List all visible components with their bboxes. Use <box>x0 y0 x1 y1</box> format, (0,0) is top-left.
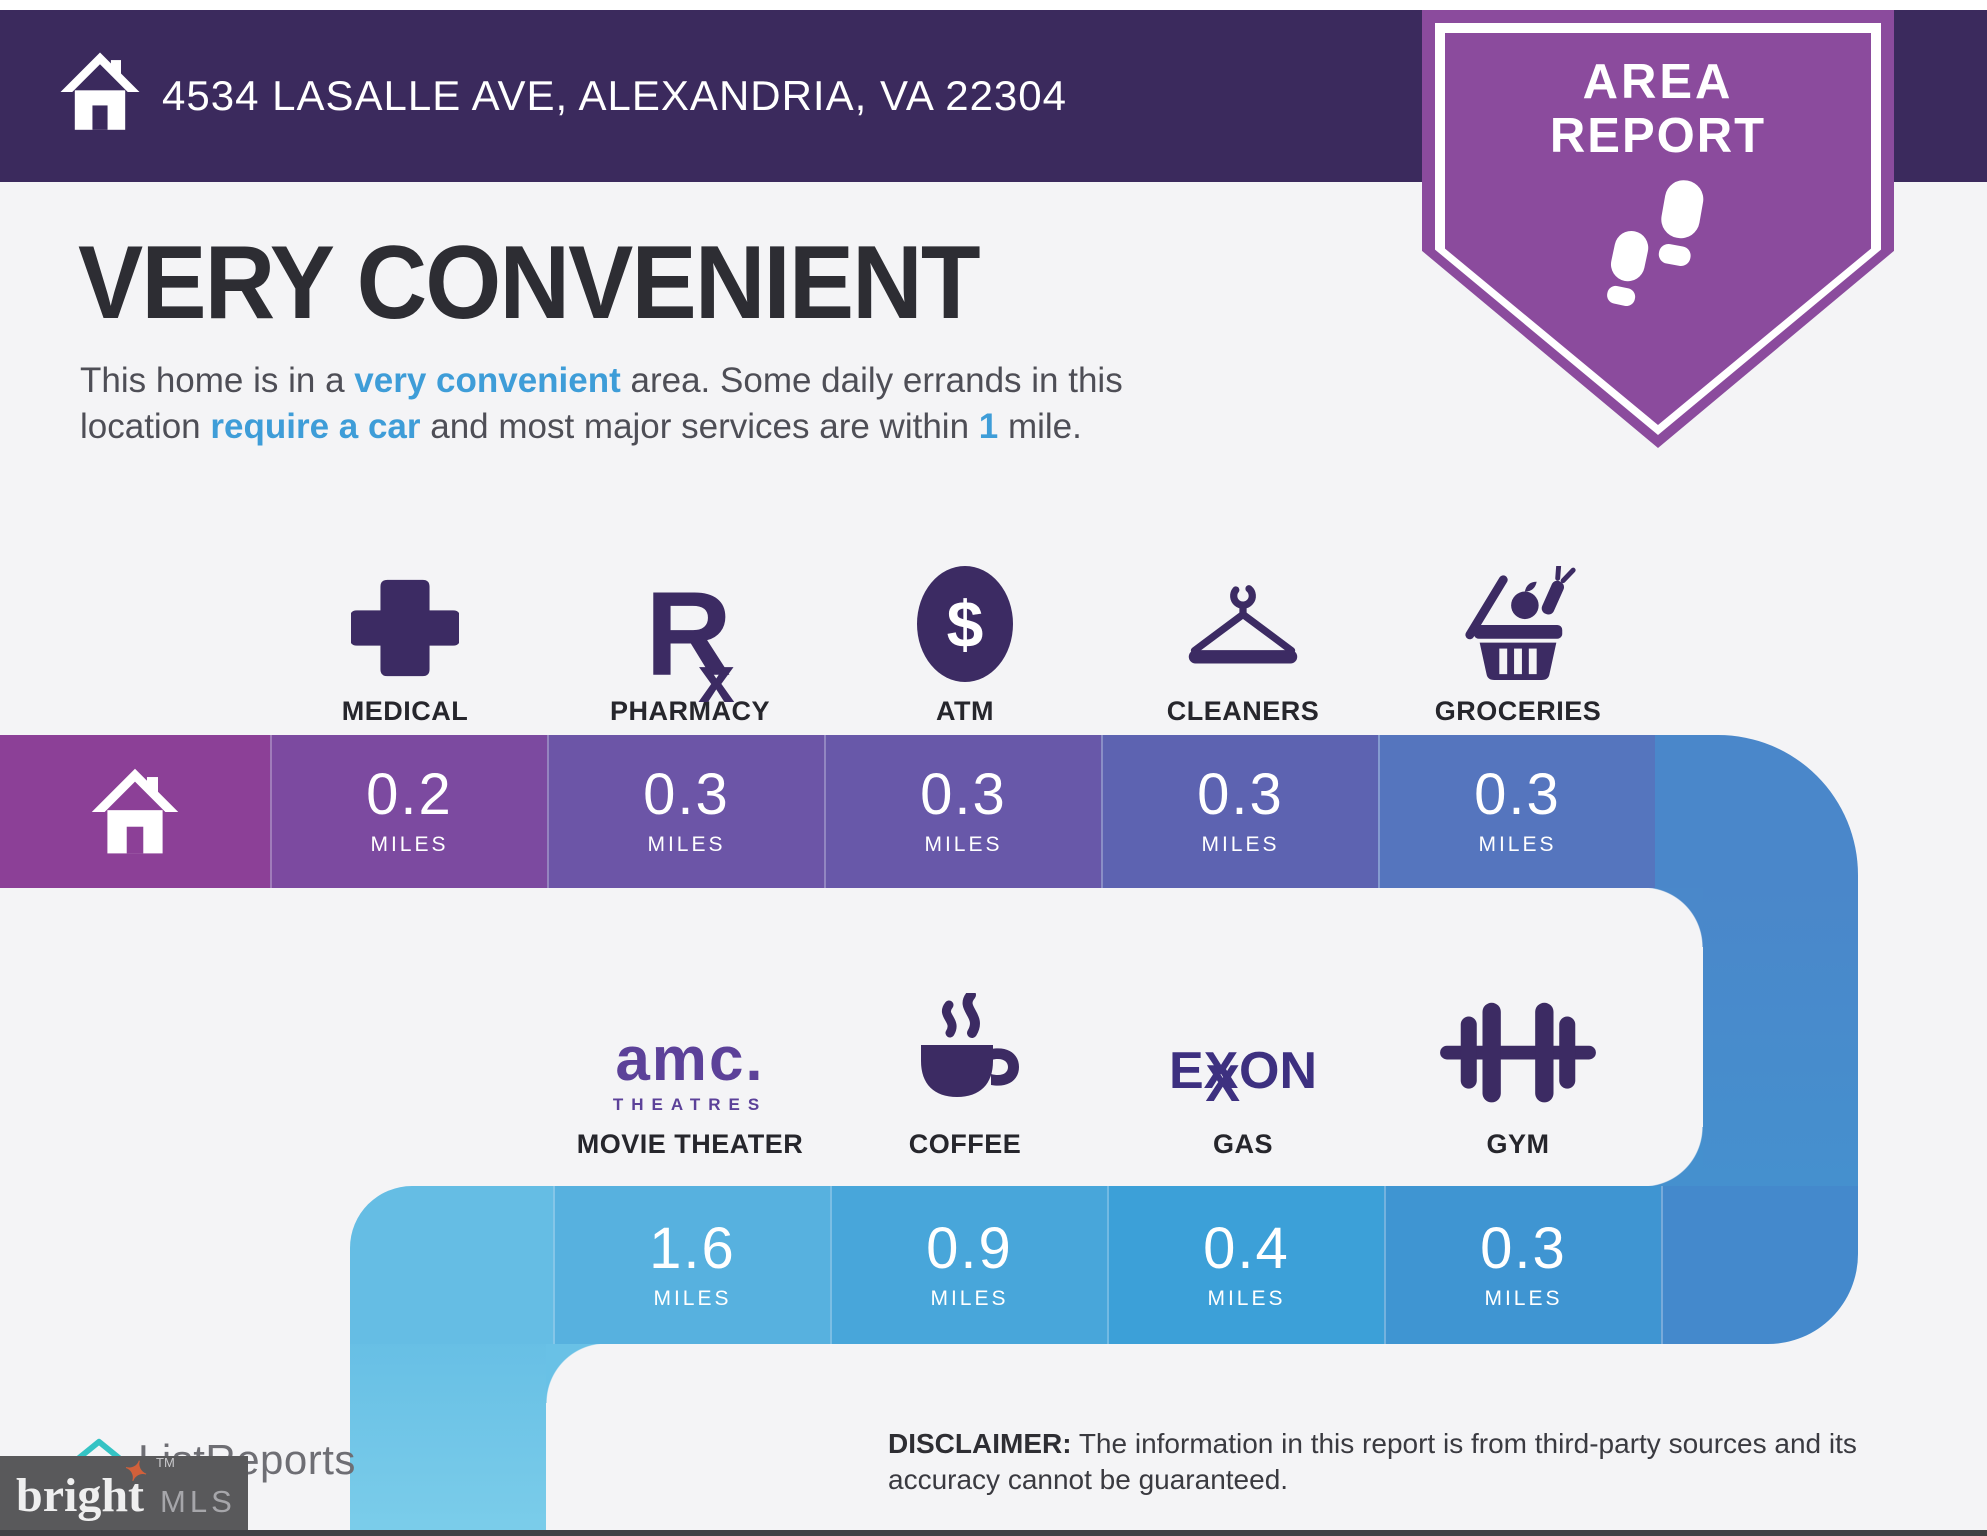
area-report-badge: AREA REPORT <box>1422 10 1894 448</box>
highlight-one-mile: 1 <box>978 406 999 446</box>
home-icon <box>91 768 179 853</box>
poi-cleaners: CLEANERS <box>1078 542 1408 727</box>
distance-bar-bottom: 1.6 MILES 0.9 MILES 0.4 MILES 0.3 MILES <box>350 1186 1858 1344</box>
poi-label: MEDICAL <box>341 696 469 726</box>
poi-label: CLEANERS <box>1166 696 1320 726</box>
top-white-border <box>0 0 1987 10</box>
home-icon <box>60 52 140 130</box>
highlight-very-convenient: very convenient <box>354 361 621 400</box>
home-cell <box>0 735 270 888</box>
poi-label: COFFEE <box>908 1129 1022 1159</box>
grocery-basket-icon <box>1465 566 1576 681</box>
poi-medical: MEDICAL <box>240 542 570 727</box>
badge-title-line1: AREA <box>1582 55 1734 109</box>
dumbbell-icon <box>1440 1002 1596 1103</box>
disclaimer-text: DISCLAIMER: The information in this repo… <box>888 1428 1857 1495</box>
footprints-icon <box>1607 180 1704 306</box>
bar2-bend-filler <box>350 1186 553 1344</box>
bar2-right-filler <box>1661 1186 1858 1344</box>
distance-cell-gas: 0.4 MILES <box>1107 1186 1384 1344</box>
distance-cell-cleaners: 0.3 MILES <box>1101 735 1378 888</box>
poi-movie-theater: amc. THEATRES MOVIE THEATER <box>525 975 855 1160</box>
snake-fillet-bottom-left <box>546 1343 606 1403</box>
snake-fillet-bottom-right <box>1643 1127 1703 1187</box>
trademark-symbol: TM <box>156 1455 175 1470</box>
distance-cell-medical: 0.2 MILES <box>270 735 547 888</box>
bottom-dark-border <box>0 1530 1987 1536</box>
distance-cell-groceries: 0.3 MILES <box>1378 735 1655 888</box>
summary-paragraph: This home is in a very convenient area. … <box>80 361 1123 446</box>
distance-cell-movie-theater: 1.6 MILES <box>553 1186 830 1344</box>
bright-wordmark: bright ✦ TM <box>16 1453 175 1522</box>
mls-wordmark: MLS <box>160 1484 236 1519</box>
distance-cell-coffee: 0.9 MILES <box>830 1186 1107 1344</box>
highlight-require-a-car: require a car <box>210 406 421 446</box>
snake-right-band <box>1703 887 1858 1187</box>
poi-label: MOVIE THEATER <box>576 1129 804 1159</box>
poi-gym: GYM <box>1353 975 1683 1160</box>
bright-star-icon: ✦ <box>119 1453 152 1490</box>
page-title: VERY CONVENIENT <box>78 225 981 341</box>
poi-atm: $ ATM <box>800 542 1130 727</box>
medical-cross-icon <box>351 579 459 677</box>
poi-coffee: COFFEE <box>800 975 1130 1160</box>
exxon-logo: EXXON <box>1168 1042 1318 1113</box>
distance-cell-pharmacy: 0.3 MILES <box>547 735 824 888</box>
poi-label: GYM <box>1486 1129 1550 1159</box>
bar1-corner-filler <box>1655 735 1858 888</box>
distance-bar-top: 0.2 MILES 0.3 MILES 0.3 MILES 0.3 MILES … <box>0 735 1858 888</box>
hanger-icon <box>1188 582 1298 664</box>
poi-label: GAS <box>1212 1129 1273 1159</box>
property-address: 4534 LASALLE AVE, ALEXANDRIA, VA 22304 <box>162 72 1068 119</box>
badge-title-line2: REPORT <box>1549 108 1767 163</box>
poi-label: PHARMACY <box>609 696 770 726</box>
distance-cell-gym: 0.3 MILES <box>1384 1186 1661 1344</box>
poi-groceries: GROCERIES <box>1353 542 1683 727</box>
poi-gas: EXXON GAS <box>1078 975 1408 1160</box>
amc-theatres-logo: amc. THEATRES <box>612 1025 768 1114</box>
snake-left-band <box>350 1342 546 1536</box>
bright-mls-logo: bright ✦ TM MLS <box>0 1453 248 1536</box>
poi-label: GROCERIES <box>1434 696 1602 726</box>
atm-dollar-icon: $ <box>917 566 1013 682</box>
poi-label: ATM <box>936 696 994 726</box>
distance-cell-atm: 0.3 MILES <box>824 735 1101 888</box>
coffee-cup-icon <box>921 993 1019 1097</box>
snake-fillet-top-right <box>1643 887 1703 947</box>
